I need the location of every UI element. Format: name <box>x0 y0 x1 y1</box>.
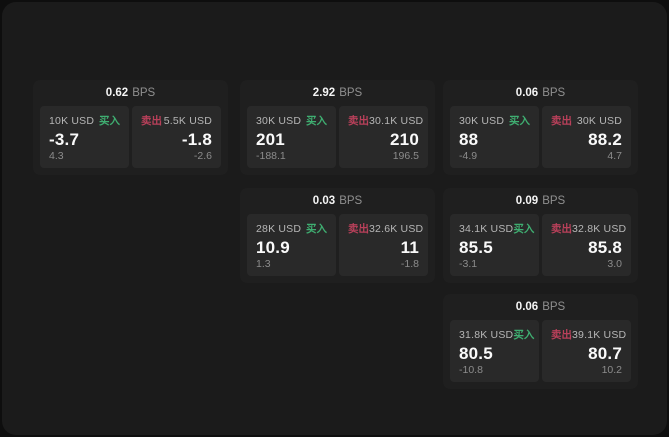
card-header: 2.92 BPS <box>240 80 435 106</box>
buy-amount: 34.1K USD <box>459 222 514 235</box>
sell-side-label: 卖出 <box>551 223 572 235</box>
buy-panel[interactable]: 30K USD 买入 88 -4.9 <box>450 106 539 168</box>
bps-unit-label: BPS <box>339 195 363 207</box>
quote-card: 0.06 BPS 31.8K USD 买入 80.5 -10.8 卖出 39.1… <box>443 294 638 389</box>
quote-panels: 30K USD 买入 88 -4.9 卖出 30K USD 88.2 4.7 <box>443 106 638 175</box>
sell-price: 11 <box>400 237 419 257</box>
bps-unit-label: BPS <box>542 195 566 207</box>
sell-side-label: 卖出 <box>348 223 369 235</box>
buy-price: 85.5 <box>459 237 493 257</box>
sell-sub-value: 4.7 <box>607 150 622 162</box>
sell-amount: 32.8K USD <box>572 222 627 235</box>
buy-sub-value: 1.3 <box>256 258 271 270</box>
quote-card: 2.92 BPS 30K USD 买入 201 -188.1 卖出 30.1K … <box>240 80 435 175</box>
sell-amount: 30.1K USD <box>369 114 424 127</box>
bps-unit-label: BPS <box>132 87 156 99</box>
buy-price: 10.9 <box>256 237 290 257</box>
sell-panel[interactable]: 卖出 30K USD 88.2 4.7 <box>542 106 631 168</box>
sell-side-label: 卖出 <box>348 115 369 127</box>
buy-price: 80.5 <box>459 343 493 363</box>
quote-panels: 31.8K USD 买入 80.5 -10.8 卖出 39.1K USD 80.… <box>443 320 638 389</box>
buy-side-label: 买入 <box>513 223 535 235</box>
card-header: 0.06 BPS <box>443 80 638 106</box>
sell-price: 88.2 <box>588 129 622 149</box>
buy-side-label: 买入 <box>306 115 327 127</box>
buy-side-label: 买入 <box>306 223 327 235</box>
sell-amount: 32.6K USD <box>369 222 424 235</box>
sell-sub-value: 10.2 <box>601 364 622 376</box>
bps-unit-label: BPS <box>339 87 363 99</box>
sell-sub-value: 196.5 <box>392 150 419 162</box>
sell-panel[interactable]: 卖出 30.1K USD 210 196.5 <box>339 106 428 168</box>
quote-panels: 30K USD 买入 201 -188.1 卖出 30.1K USD 210 1… <box>240 106 435 175</box>
bps-value: 0.03 <box>312 195 336 207</box>
quote-card: 0.06 BPS 30K USD 买入 88 -4.9 卖出 30K USD 8… <box>443 80 638 175</box>
sell-price: 210 <box>390 129 419 149</box>
card-header: 0.06 BPS <box>443 294 638 320</box>
sell-price: -1.8 <box>181 129 212 149</box>
buy-panel[interactable]: 28K USD 买入 10.9 1.3 <box>247 214 336 276</box>
buy-amount: 30K USD <box>459 114 505 127</box>
quote-card: 0.03 BPS 28K USD 买入 10.9 1.3 卖出 32.6K US… <box>240 188 435 283</box>
buy-amount: 28K USD <box>256 222 302 235</box>
bps-value: 0.06 <box>515 301 539 313</box>
sell-panel[interactable]: 卖出 5.5K USD -1.8 -2.6 <box>132 106 221 168</box>
sell-panel[interactable]: 卖出 32.6K USD 11 -1.8 <box>339 214 428 276</box>
card-header: 0.03 BPS <box>240 188 435 214</box>
quote-card: 0.62 BPS 10K USD 买入 -3.7 4.3 卖出 5.5K USD… <box>33 80 228 175</box>
buy-price: 88 <box>459 129 479 149</box>
buy-sub-value: -188.1 <box>256 150 286 162</box>
quote-panels: 34.1K USD 买入 85.5 -3.1 卖出 32.8K USD 85.8… <box>443 214 638 283</box>
sell-side-label: 卖出 <box>551 329 572 341</box>
quote-panels: 10K USD 买入 -3.7 4.3 卖出 5.5K USD -1.8 -2.… <box>33 106 228 175</box>
bps-value: 0.62 <box>105 87 129 99</box>
sell-amount: 39.1K USD <box>572 328 627 341</box>
bps-unit-label: BPS <box>542 87 566 99</box>
buy-side-label: 买入 <box>99 115 120 127</box>
sell-amount: 5.5K USD <box>163 114 212 127</box>
quote-card: 0.09 BPS 34.1K USD 买入 85.5 -3.1 卖出 32.8K… <box>443 188 638 283</box>
sell-sub-value: -1.8 <box>400 258 419 270</box>
bps-value: 2.92 <box>312 87 336 99</box>
buy-amount: 10K USD <box>49 114 95 127</box>
sell-sub-value: -2.6 <box>193 150 212 162</box>
card-header: 0.09 BPS <box>443 188 638 214</box>
sell-sub-value: 3.0 <box>607 258 622 270</box>
sell-side-label: 卖出 <box>141 115 162 127</box>
card-header: 0.62 BPS <box>33 80 228 106</box>
buy-sub-value: -4.9 <box>459 150 478 162</box>
buy-amount: 31.8K USD <box>459 328 514 341</box>
sell-side-label: 卖出 <box>551 115 572 127</box>
sell-panel[interactable]: 卖出 32.8K USD 85.8 3.0 <box>542 214 631 276</box>
sell-price: 85.8 <box>588 237 622 257</box>
buy-price: -3.7 <box>49 129 80 149</box>
bps-unit-label: BPS <box>542 301 566 313</box>
sell-panel[interactable]: 卖出 39.1K USD 80.7 10.2 <box>542 320 631 382</box>
buy-price: 201 <box>256 129 285 149</box>
bps-value: 0.06 <box>515 87 539 99</box>
sell-price: 80.7 <box>588 343 622 363</box>
buy-panel[interactable]: 30K USD 买入 201 -188.1 <box>247 106 336 168</box>
bps-value: 0.09 <box>515 195 539 207</box>
buy-panel[interactable]: 34.1K USD 买入 85.5 -3.1 <box>450 214 539 276</box>
buy-sub-value: -10.8 <box>459 364 483 376</box>
buy-side-label: 买入 <box>513 329 535 341</box>
buy-sub-value: -3.1 <box>459 258 478 270</box>
sell-amount: 30K USD <box>576 114 622 127</box>
quote-panels: 28K USD 买入 10.9 1.3 卖出 32.6K USD 11 -1.8 <box>240 214 435 283</box>
buy-amount: 30K USD <box>256 114 302 127</box>
buy-side-label: 买入 <box>509 115 530 127</box>
buy-panel[interactable]: 31.8K USD 买入 80.5 -10.8 <box>450 320 539 382</box>
buy-sub-value: 4.3 <box>49 150 64 162</box>
buy-panel[interactable]: 10K USD 买入 -3.7 4.3 <box>40 106 129 168</box>
